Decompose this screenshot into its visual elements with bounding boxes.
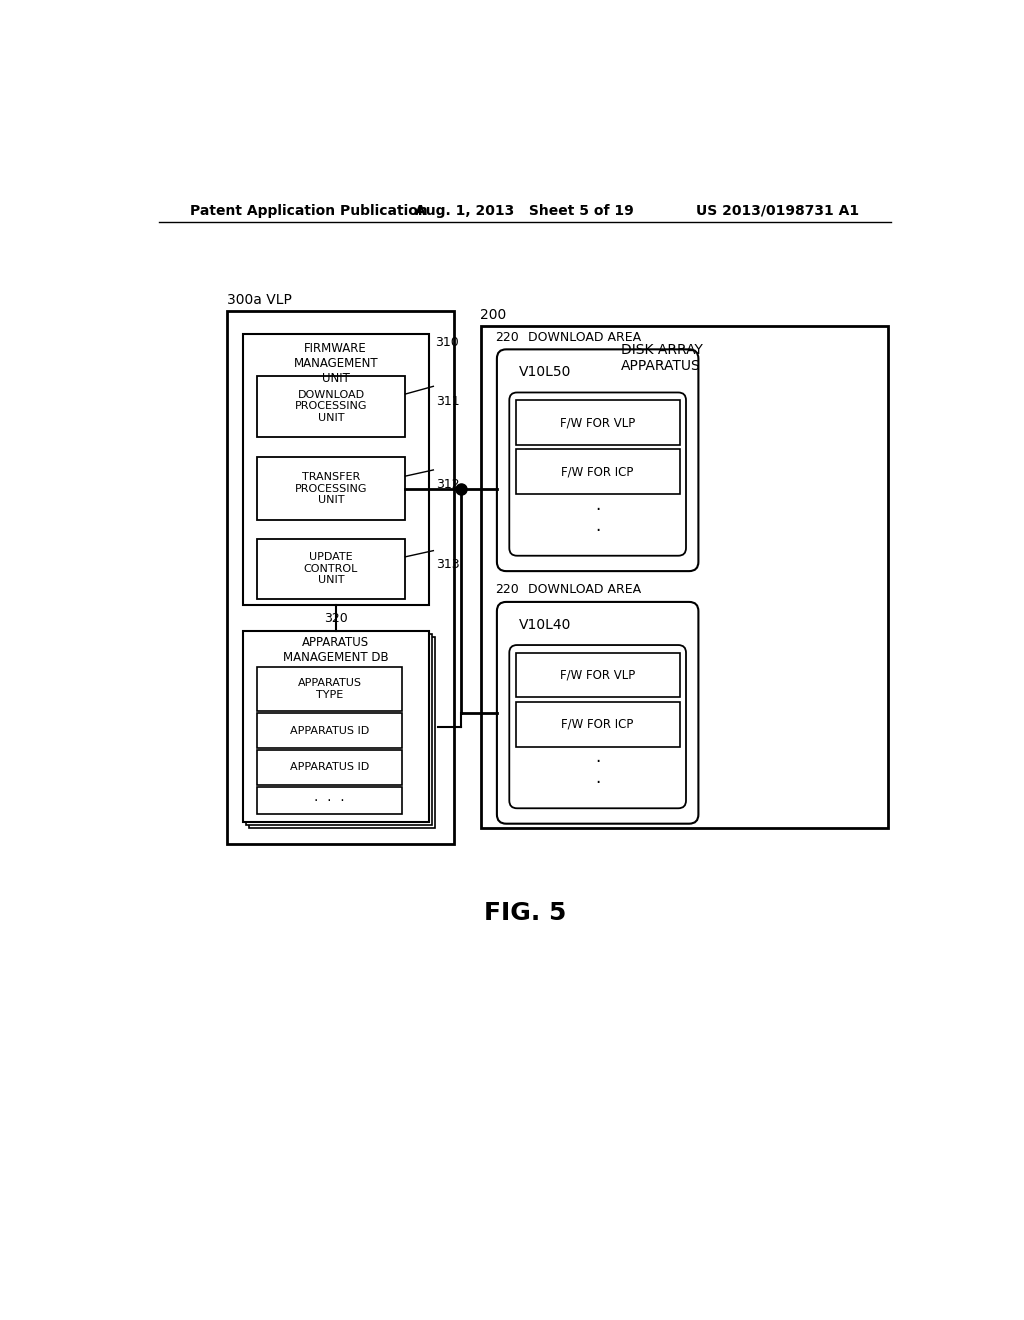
- Text: DOWNLOAD
PROCESSING
UNIT: DOWNLOAD PROCESSING UNIT: [295, 389, 368, 422]
- FancyBboxPatch shape: [252, 640, 438, 832]
- Text: Patent Application Publication: Patent Application Publication: [190, 203, 428, 218]
- Text: APPARATUS
TYPE: APPARATUS TYPE: [298, 678, 361, 700]
- FancyBboxPatch shape: [509, 392, 686, 556]
- Text: APPARATUS ID: APPARATUS ID: [290, 726, 369, 735]
- Text: V10L50: V10L50: [518, 366, 571, 379]
- FancyBboxPatch shape: [497, 602, 698, 824]
- Text: ·  ·  ·: · · ·: [314, 793, 345, 808]
- FancyBboxPatch shape: [515, 653, 680, 697]
- Text: 320: 320: [324, 612, 347, 626]
- FancyBboxPatch shape: [257, 457, 406, 520]
- FancyBboxPatch shape: [243, 334, 429, 605]
- Text: 311: 311: [436, 395, 460, 408]
- FancyBboxPatch shape: [515, 449, 680, 494]
- FancyBboxPatch shape: [509, 645, 686, 808]
- Text: UPDATE
CONTROL
UNIT: UPDATE CONTROL UNIT: [304, 552, 358, 585]
- FancyBboxPatch shape: [515, 702, 680, 747]
- Text: 220: 220: [496, 330, 519, 343]
- Text: F/W FOR ICP: F/W FOR ICP: [561, 718, 634, 731]
- FancyBboxPatch shape: [257, 787, 402, 814]
- Text: 300a VLP: 300a VLP: [227, 293, 292, 308]
- FancyBboxPatch shape: [249, 638, 435, 829]
- Text: DOWNLOAD AREA: DOWNLOAD AREA: [528, 330, 641, 343]
- Text: V10L40: V10L40: [518, 618, 571, 632]
- Text: F/W FOR VLP: F/W FOR VLP: [560, 416, 635, 429]
- Text: DOWNLOAD AREA: DOWNLOAD AREA: [528, 583, 641, 597]
- Text: 200: 200: [480, 309, 506, 322]
- Text: FIRMWARE
MANAGEMENT
UNIT: FIRMWARE MANAGEMENT UNIT: [294, 342, 378, 384]
- Text: 313: 313: [436, 558, 460, 572]
- FancyBboxPatch shape: [257, 667, 402, 711]
- Text: APPARATUS
MANAGEMENT DB: APPARATUS MANAGEMENT DB: [283, 636, 388, 664]
- Text: 220: 220: [496, 583, 519, 597]
- Text: ·
·: · ·: [595, 754, 600, 792]
- FancyBboxPatch shape: [481, 326, 888, 829]
- Text: 310: 310: [435, 335, 459, 348]
- FancyBboxPatch shape: [243, 631, 429, 822]
- Text: DISK ARRAY
APPARATUS: DISK ARRAY APPARATUS: [621, 343, 702, 374]
- FancyBboxPatch shape: [515, 400, 680, 445]
- Text: TRANSFER
PROCESSING
UNIT: TRANSFER PROCESSING UNIT: [295, 473, 368, 506]
- Text: ·
·: · ·: [595, 500, 600, 540]
- Text: 312: 312: [436, 478, 460, 491]
- Text: US 2013/0198731 A1: US 2013/0198731 A1: [696, 203, 859, 218]
- FancyBboxPatch shape: [497, 350, 698, 572]
- FancyBboxPatch shape: [257, 750, 402, 785]
- Text: APPARATUS ID: APPARATUS ID: [290, 763, 369, 772]
- FancyBboxPatch shape: [257, 376, 406, 437]
- FancyBboxPatch shape: [227, 312, 454, 843]
- Text: F/W FOR VLP: F/W FOR VLP: [560, 668, 635, 681]
- Text: FIG. 5: FIG. 5: [483, 902, 566, 925]
- Text: F/W FOR ICP: F/W FOR ICP: [561, 465, 634, 478]
- FancyBboxPatch shape: [257, 539, 406, 599]
- FancyBboxPatch shape: [257, 713, 402, 748]
- FancyBboxPatch shape: [246, 635, 432, 825]
- Text: Aug. 1, 2013   Sheet 5 of 19: Aug. 1, 2013 Sheet 5 of 19: [416, 203, 634, 218]
